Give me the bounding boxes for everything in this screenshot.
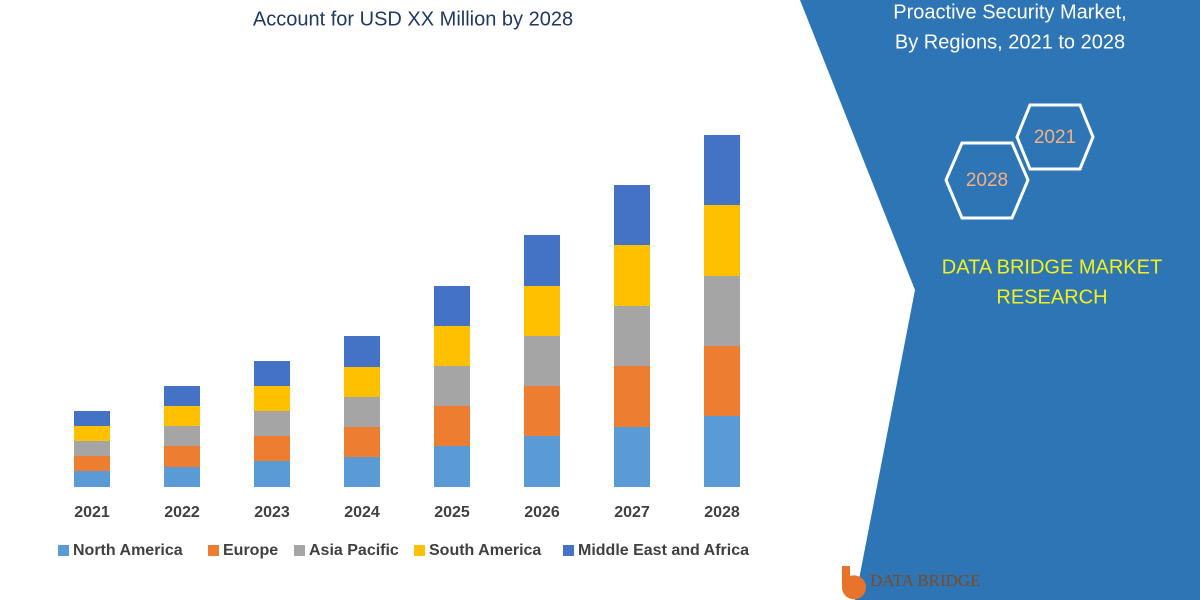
bar-segment [74, 456, 110, 471]
panel-title: By Regions, 2021 to 2028 [895, 31, 1125, 53]
bar-segment [164, 467, 200, 487]
bar-segment [434, 406, 470, 446]
legend-swatch [563, 545, 574, 556]
x-tick-label: 2021 [74, 504, 110, 521]
bar-segment [614, 185, 650, 245]
x-tick-label: 2024 [344, 504, 380, 521]
bar-segment [434, 326, 470, 366]
legend-label: South America [429, 542, 541, 559]
bar-segment [434, 366, 470, 406]
bar-segment [524, 386, 560, 436]
bar-segment [434, 286, 470, 326]
brand: DATA BRIDGE MARKET [942, 256, 1162, 278]
bar-segment [704, 346, 740, 416]
bar-segment [164, 446, 200, 467]
bar-segment [254, 436, 290, 461]
brand: RESEARCH [996, 286, 1107, 308]
bar-segment [344, 427, 380, 457]
bar-segment [254, 411, 290, 436]
panel-title: Proactive Security Market, [893, 1, 1126, 23]
x-tick-label: 2026 [524, 504, 560, 521]
legend-swatch [208, 545, 219, 556]
bar-segment [704, 205, 740, 276]
x-tick-label: 2023 [254, 504, 290, 521]
bar-segment [344, 367, 380, 397]
bar-segment [344, 336, 380, 367]
bar-segment [164, 386, 200, 406]
x-tick-label: 2022 [164, 504, 200, 521]
logo-icon [841, 566, 866, 600]
bar-segment [254, 361, 290, 386]
badge: 2028 [966, 170, 1008, 191]
bar-segment [164, 406, 200, 426]
badge: 2021 [1034, 127, 1076, 148]
hexagon [944, 141, 1030, 220]
bar-segment [254, 461, 290, 487]
side-panel [800, 0, 1200, 600]
legend-label: North America [73, 542, 183, 559]
bar-segment [344, 397, 380, 427]
bar-segment [74, 441, 110, 456]
bar-segment [74, 471, 110, 487]
x-tick-label: 2025 [434, 504, 470, 521]
bar-segment [614, 306, 650, 366]
legend-swatch [58, 545, 69, 556]
legend-swatch [294, 545, 305, 556]
bar-segment [614, 427, 650, 487]
legend-swatch [414, 545, 425, 556]
bar-segment [524, 235, 560, 286]
bar-segment [524, 336, 560, 386]
bar-segment [524, 436, 560, 487]
bar-segment [614, 366, 650, 427]
x-tick-label: 2027 [614, 504, 650, 521]
bar-segment [524, 286, 560, 336]
legend-label: Europe [223, 542, 278, 559]
bar-segment [704, 276, 740, 346]
chart-title: Account for USD XX Million by 2028 [253, 8, 573, 30]
bar-segment [254, 386, 290, 411]
legend-label: Middle East and Africa [578, 542, 749, 559]
x-tick-label: 2028 [704, 504, 740, 521]
bar-segment [704, 135, 740, 205]
logo-text: DATA BRIDGE [870, 571, 981, 590]
bar-segment [74, 411, 110, 426]
bar-segment [614, 245, 650, 306]
bar-segment [704, 416, 740, 487]
legend-label: Asia Pacific [309, 542, 399, 559]
bar-segment [434, 446, 470, 487]
bar-segment [164, 426, 200, 446]
bar-segment [74, 426, 110, 441]
bar-segment [344, 457, 380, 487]
hexagon [1015, 103, 1095, 171]
